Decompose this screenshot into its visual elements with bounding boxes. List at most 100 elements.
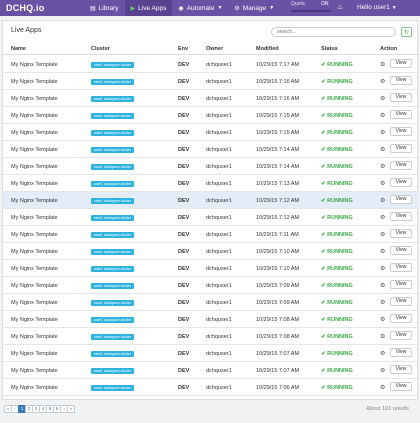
user-menu[interactable]: Hello user1 ▼ <box>357 4 397 11</box>
app-name[interactable]: My Nginx Template <box>11 351 58 357</box>
view-button[interactable]: View <box>390 280 412 289</box>
table-row[interactable]: My Nginx Template user1 rackspace cluster… <box>3 294 419 311</box>
view-button[interactable]: View <box>390 195 412 204</box>
app-name[interactable]: My Nginx Template <box>11 96 58 102</box>
actions-menu-icon[interactable]: ⚙ <box>380 300 386 306</box>
app-name[interactable]: My Nginx Template <box>11 79 58 85</box>
view-button[interactable]: View <box>390 76 412 85</box>
bell-icon[interactable]: ♨ <box>337 4 344 11</box>
actions-menu-icon[interactable]: ⚙ <box>380 96 386 102</box>
app-name[interactable]: My Nginx Template <box>11 215 58 221</box>
table-row[interactable]: My Nginx Template user1 rackspace cluster… <box>3 141 419 158</box>
table-row[interactable]: My Nginx Template user1 rackspace cluster… <box>3 209 419 226</box>
actions-menu-icon[interactable]: ⚙ <box>380 164 386 170</box>
app-name[interactable]: My Nginx Template <box>11 147 58 153</box>
table-row[interactable]: My Nginx Template user1 rackspace cluster… <box>3 124 419 141</box>
table-row[interactable]: My Nginx Template user1 rackspace cluster… <box>3 311 419 328</box>
view-button[interactable]: View <box>390 229 412 238</box>
refresh-button[interactable]: ↻ <box>401 27 412 37</box>
actions-menu-icon[interactable]: ⚙ <box>380 334 386 340</box>
view-button[interactable]: View <box>390 365 412 374</box>
view-button[interactable]: View <box>390 246 412 255</box>
actions-menu-icon[interactable]: ⚙ <box>380 368 386 374</box>
header-modified[interactable]: Modified <box>256 46 279 52</box>
actions-menu-icon[interactable]: ⚙ <box>380 266 386 272</box>
view-button[interactable]: View <box>390 263 412 272</box>
nav-live-apps[interactable]: ▶ Live Apps <box>124 0 173 16</box>
quota-toggle[interactable] <box>291 10 331 12</box>
app-name[interactable]: My Nginx Template <box>11 249 58 255</box>
page-button[interactable]: » <box>67 405 75 413</box>
view-button[interactable]: View <box>390 144 412 153</box>
actions-menu-icon[interactable]: ⚙ <box>380 130 386 136</box>
actions-menu-icon[interactable]: ⚙ <box>380 351 386 357</box>
view-button[interactable]: View <box>390 212 412 221</box>
table-row[interactable]: My Nginx Template user1 rackspace cluster… <box>3 107 419 124</box>
view-button[interactable]: View <box>390 331 412 340</box>
app-name[interactable]: My Nginx Template <box>11 385 58 391</box>
search-input[interactable] <box>271 27 396 37</box>
nav-library[interactable]: ▤ Library <box>84 0 125 16</box>
table-row[interactable]: My Nginx Template user1 rackspace cluster… <box>3 379 419 396</box>
app-name[interactable]: My Nginx Template <box>11 334 58 340</box>
table-row[interactable]: My Nginx Template user1 rackspace cluster… <box>3 243 419 260</box>
app-name[interactable]: My Nginx Template <box>11 232 58 238</box>
table-row[interactable]: My Nginx Template user1 rackspace cluster… <box>3 158 419 175</box>
header-cluster[interactable]: Cluster <box>91 46 110 52</box>
view-button[interactable]: View <box>390 297 412 306</box>
env-label: DEV <box>178 215 190 221</box>
view-button[interactable]: View <box>390 382 412 391</box>
header-env[interactable]: Env <box>178 46 189 52</box>
app-name[interactable]: My Nginx Template <box>11 300 58 306</box>
table-row[interactable]: My Nginx Template user1 rackspace cluster… <box>3 345 419 362</box>
app-name[interactable]: My Nginx Template <box>11 368 58 374</box>
app-name[interactable]: My Nginx Template <box>11 317 58 323</box>
table-row[interactable]: My Nginx Template user1 rackspace cluster… <box>3 226 419 243</box>
view-button[interactable]: View <box>390 59 412 68</box>
header-status[interactable]: Status <box>321 46 338 52</box>
actions-menu-icon[interactable]: ⚙ <box>380 147 386 153</box>
table-row[interactable]: My Nginx Template user1 rackspace cluster… <box>3 192 419 209</box>
actions-menu-icon[interactable]: ⚙ <box>380 62 386 68</box>
view-button[interactable]: View <box>390 127 412 136</box>
table-row[interactable]: My Nginx Template user1 rackspace cluster… <box>3 90 419 107</box>
app-name[interactable]: My Nginx Template <box>11 266 58 272</box>
status-badge: ✔ RUNNING <box>321 232 353 238</box>
table-row[interactable]: My Nginx Template user1 rackspace cluster… <box>3 73 419 90</box>
app-name[interactable]: My Nginx Template <box>11 181 58 187</box>
nav-automate[interactable]: ◉ Automate ▼ <box>172 0 228 16</box>
view-button[interactable]: View <box>390 314 412 323</box>
actions-menu-icon[interactable]: ⚙ <box>380 198 386 204</box>
header-owner[interactable]: Owner <box>206 46 224 52</box>
actions-menu-icon[interactable]: ⚙ <box>380 249 386 255</box>
app-name[interactable]: My Nginx Template <box>11 198 58 204</box>
actions-menu-icon[interactable]: ⚙ <box>380 385 386 391</box>
brand-logo[interactable]: DCHQ.io <box>6 3 45 13</box>
view-button[interactable]: View <box>390 178 412 187</box>
actions-menu-icon[interactable]: ⚙ <box>380 79 386 85</box>
actions-menu-icon[interactable]: ⚙ <box>380 113 386 119</box>
table-row[interactable]: My Nginx Template user1 rackspace cluster… <box>3 56 419 73</box>
app-name[interactable]: My Nginx Template <box>11 113 58 119</box>
table-row[interactable]: My Nginx Template user1 rackspace cluster… <box>3 362 419 379</box>
actions-menu-icon[interactable]: ⚙ <box>380 232 386 238</box>
table-row[interactable]: My Nginx Template user1 rackspace cluster… <box>3 277 419 294</box>
app-name[interactable]: My Nginx Template <box>11 164 58 170</box>
view-button[interactable]: View <box>390 161 412 170</box>
app-name[interactable]: My Nginx Template <box>11 130 58 136</box>
header-name[interactable]: Name <box>11 46 26 52</box>
actions-menu-icon[interactable]: ⚙ <box>380 215 386 221</box>
view-button[interactable]: View <box>390 348 412 357</box>
view-button[interactable]: View <box>390 93 412 102</box>
app-name[interactable]: My Nginx Template <box>11 62 58 68</box>
actions-menu-icon[interactable]: ⚙ <box>380 317 386 323</box>
nav-manage[interactable]: ⚙ Manage ▼ <box>228 0 280 16</box>
actions-menu-icon[interactable]: ⚙ <box>380 283 386 289</box>
table-row[interactable]: My Nginx Template user1 rackspace cluster… <box>3 175 419 192</box>
view-button[interactable]: View <box>390 110 412 119</box>
app-name[interactable]: My Nginx Template <box>11 283 58 289</box>
table-row[interactable]: My Nginx Template user1 rackspace cluster… <box>3 260 419 277</box>
table-row[interactable]: My Nginx Template user1 rackspace cluster… <box>3 328 419 345</box>
actions-menu-icon[interactable]: ⚙ <box>380 181 386 187</box>
check-circle-icon: ✔ <box>321 164 328 170</box>
